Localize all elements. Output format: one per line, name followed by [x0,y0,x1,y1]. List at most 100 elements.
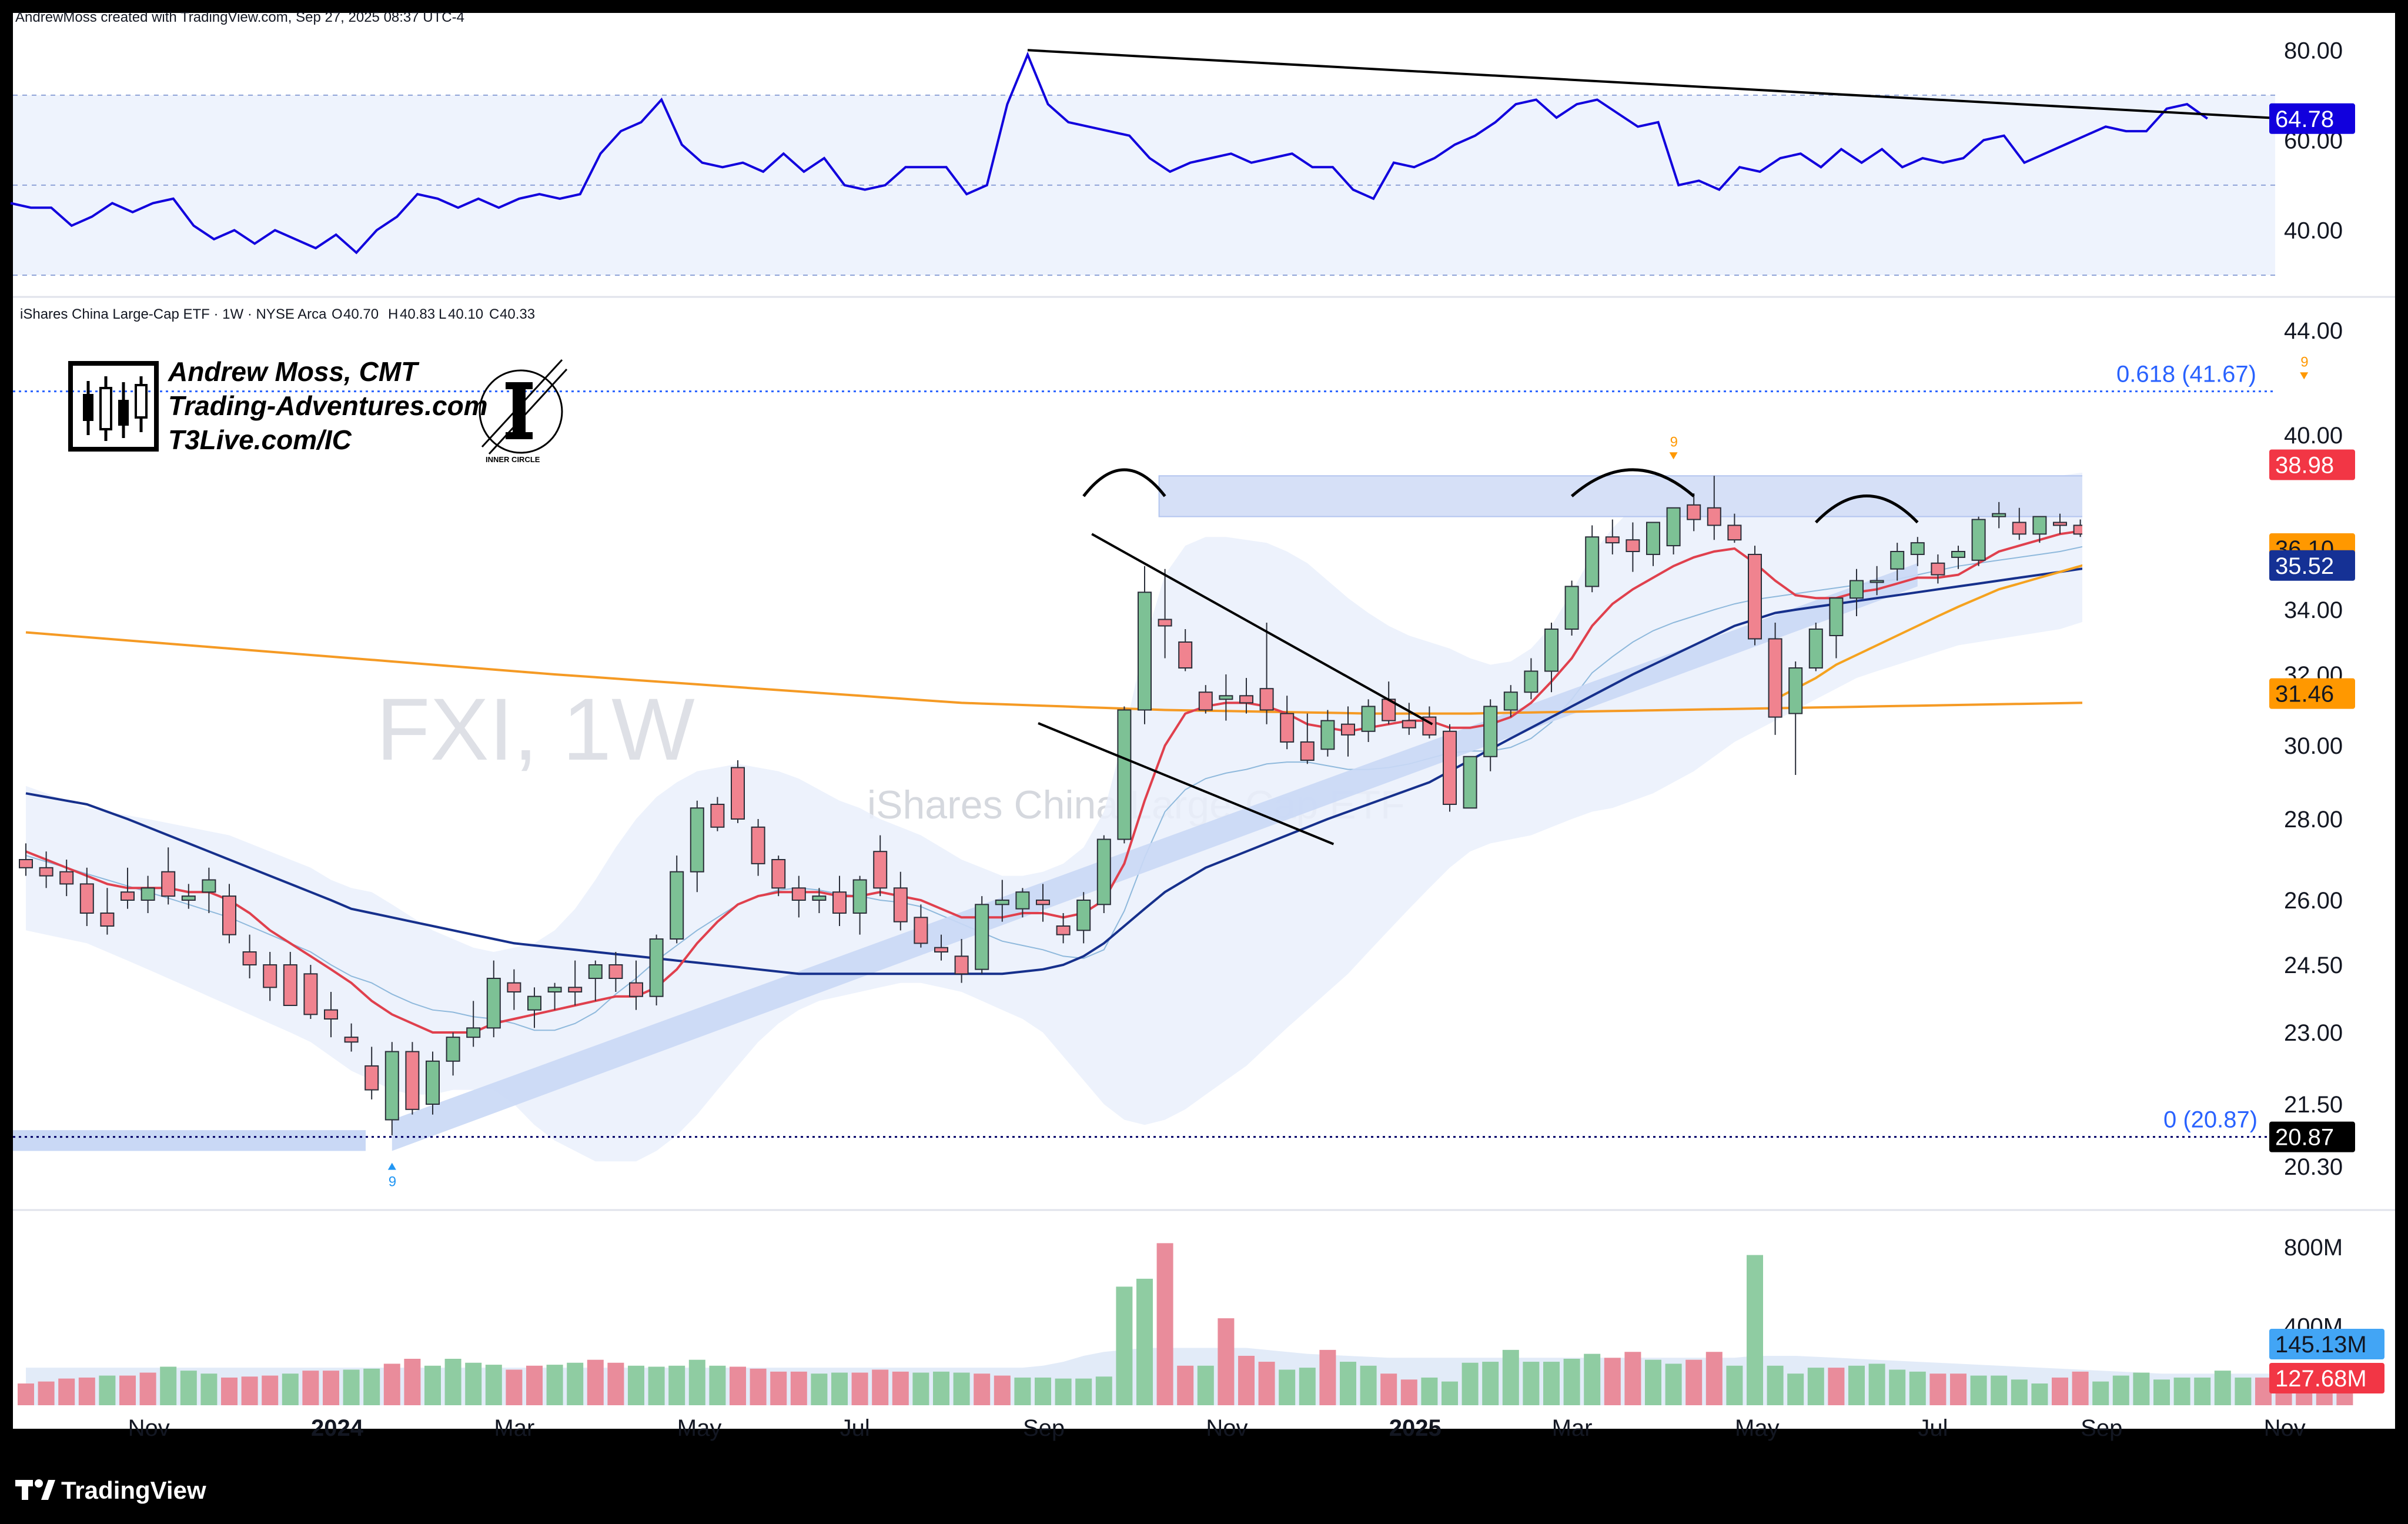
volume-bar-up [2133,1372,2150,1405]
volume-bar-down [526,1365,543,1405]
price-tick-label: 28.00 [2284,807,2343,833]
candle-body-up [1992,513,2006,517]
candle-body-down [608,964,623,979]
ohlc-open: 40.70 [343,306,379,322]
volume-bar-up [160,1366,177,1405]
candle-body-up [1850,580,1864,599]
volume-bar-down [892,1371,909,1405]
candle [486,960,501,1038]
candle-body-down [1687,504,1701,520]
candle-body-up [1015,891,1030,910]
candle-body-up [649,938,664,997]
volume-bar-up [282,1373,299,1405]
volume-bar-up [567,1362,584,1405]
candle-body-down [39,867,53,877]
candle-body-down [751,826,765,864]
candle-body-down [1259,688,1274,711]
candle [1850,569,1864,616]
candle-body-up [1666,507,1681,547]
price-tick-label: 40.00 [2284,423,2343,449]
candle [19,843,33,876]
rsi-last-value-bg [2269,103,2355,134]
volume-bar-down [1156,1243,1173,1405]
candle [1707,476,1721,540]
candle-body-down [914,917,928,944]
candle-body-up [1910,542,1925,555]
candle [975,896,989,974]
author-site1: Trading-Adventures.com [168,390,488,421]
volume-bar-up [1075,1378,1092,1405]
candle-body-down [283,964,297,1006]
candle-body-up [141,887,155,901]
price-tick-label: 30.00 [2284,733,2343,759]
candle [812,888,827,913]
candle-body-down [507,982,521,992]
candle-body-down [405,1051,420,1110]
volume-tick-label: 800M [2284,1235,2343,1261]
candle [1463,756,1477,809]
candle [914,904,928,948]
candle-body-up [426,1060,440,1105]
candle [1178,629,1193,671]
volume-bar-up [1767,1365,1784,1405]
volume-bar-down [1929,1373,1947,1405]
candle-body-down [731,767,745,820]
volume-bar-down [119,1375,136,1405]
candle-body-up [486,978,501,1029]
falling-wedge-lower-line [1038,722,1335,845]
author-site2: T3Live.com/IC [168,425,352,455]
candle [1443,724,1457,812]
candle-body-up [1117,709,1132,840]
volume-bar-up [1523,1362,1540,1405]
volume-bar-down [994,1375,1011,1405]
volume-bar-up [668,1365,685,1405]
volume-bar-up [1442,1381,1458,1405]
volume-bar-up [1055,1378,1072,1405]
candle [1992,502,2006,529]
volume-bar-down [1685,1359,1703,1405]
candle [2073,519,2082,537]
candle [670,855,684,944]
candle [161,847,176,905]
volume-bar-up [1807,1368,1824,1405]
volume-bar-up [1197,1365,1214,1405]
volume-bar-up [1136,1278,1153,1405]
candle-body-down [2053,522,2067,526]
candle [364,1047,379,1099]
candle [1605,519,1620,554]
volume-bar-up [1970,1375,1987,1405]
sequential-count: 9 [389,1174,396,1190]
candle [873,835,888,897]
price-pane: FXI, 1W iShares China Large-Cap ETF 0.61… [13,318,2355,1190]
volume-bar-up [2092,1381,2109,1405]
candle [1666,507,1681,554]
sequential-count: 9 [1670,434,1678,450]
candle-body-down [1178,641,1193,669]
volume-bar-down [302,1371,319,1405]
author-name: Andrew Moss, CMT [168,356,420,387]
candle-body-down [791,887,806,901]
ema-orange-line [1774,564,2082,701]
candle [303,965,318,1019]
volume-bar-up [2235,1377,2252,1405]
rising-support-channel [392,563,1918,1151]
candle [39,851,53,888]
candle-body-up [588,964,603,979]
ohlc-low-label: L [439,306,446,322]
volume-bar-down [974,1373,991,1405]
candle [1768,623,1782,735]
candle [100,888,115,935]
volume-bar-up [1340,1362,1356,1405]
price-tick-label: 23.00 [2284,1020,2343,1046]
candle [629,960,643,1010]
candle-body-up [1320,720,1335,750]
volume-bar-down [1258,1362,1275,1405]
volume-bar-up [953,1372,970,1405]
top-arc [1570,468,1695,497]
volume-bar-up [1035,1377,1051,1405]
candle-body-down [873,851,888,889]
volume-bar-up [1116,1286,1133,1405]
candle [344,1023,359,1052]
